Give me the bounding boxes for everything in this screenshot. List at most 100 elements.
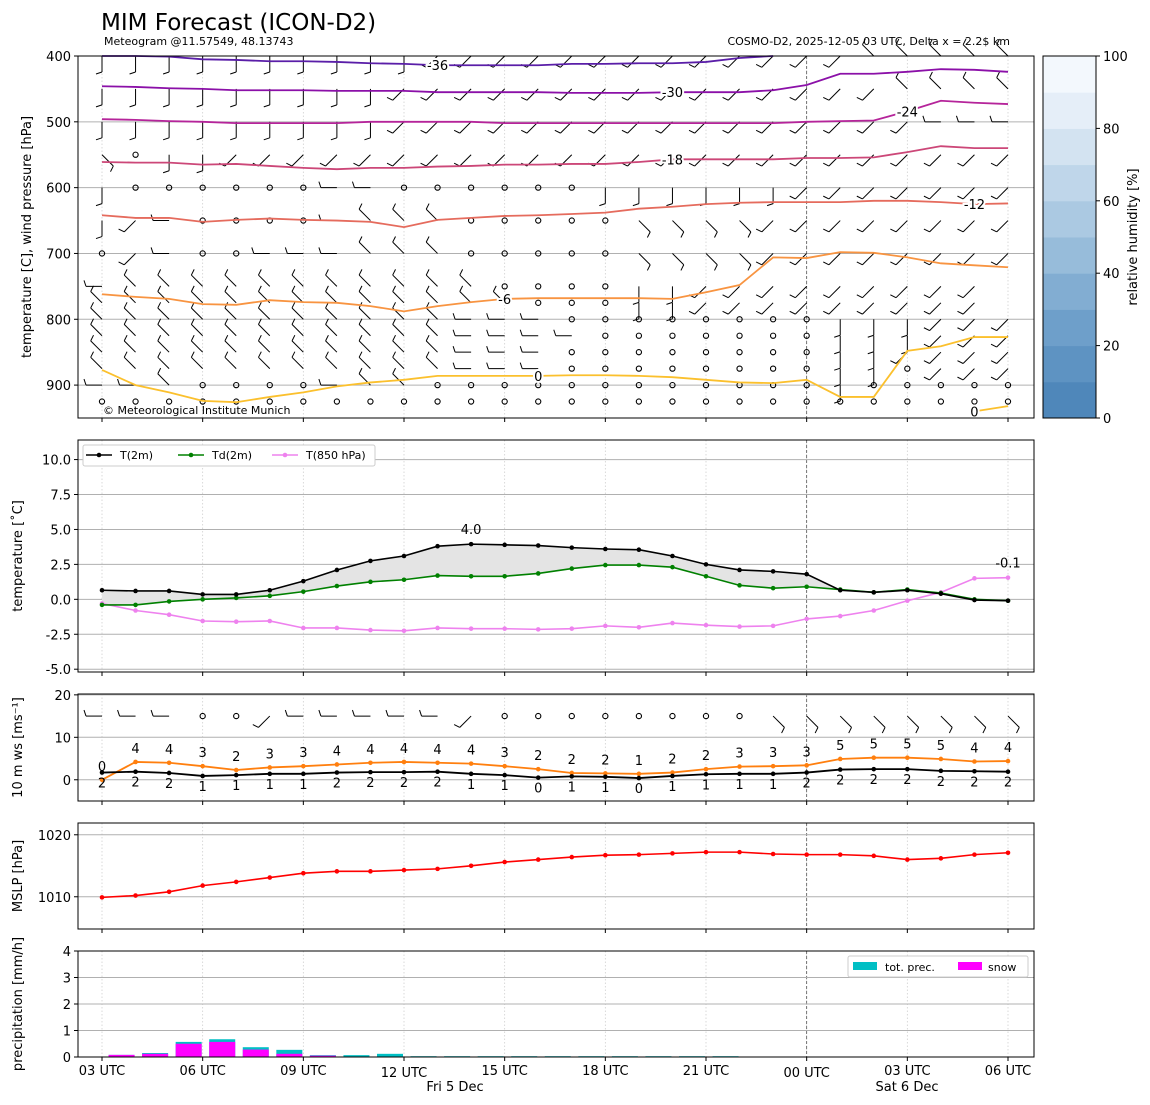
barb-staff — [962, 154, 975, 167]
y-tick-label: 600 — [46, 182, 71, 197]
data-point — [401, 759, 407, 765]
data-point — [166, 889, 172, 895]
legend-label: tot. prec. — [885, 961, 935, 974]
barb-staff — [828, 187, 841, 200]
barb-feather — [196, 137, 203, 141]
data-point — [737, 771, 742, 777]
calm-wind-icon — [602, 712, 609, 720]
dewpoint-spread-fill — [102, 544, 1008, 605]
y-tick-label: 0 — [63, 774, 71, 789]
barb-staff — [560, 88, 573, 101]
y-tick-label: 10 — [54, 731, 71, 746]
wind-barb — [722, 154, 740, 167]
data-point — [837, 767, 843, 772]
barb-staff — [358, 154, 371, 167]
wind-barb — [486, 329, 505, 337]
wind-barb — [325, 269, 338, 287]
speed-label: 2 — [232, 750, 240, 765]
speed-label: 4 — [433, 743, 441, 758]
calm-wind-icon — [702, 398, 710, 405]
x-tick-label: 21 UTC — [683, 1064, 729, 1079]
total-precip-bar — [276, 1049, 303, 1057]
barb-feather — [848, 727, 852, 734]
wind-barb — [929, 71, 942, 90]
data-point — [636, 562, 642, 568]
data-point — [603, 771, 608, 776]
barb-feather — [258, 269, 262, 276]
legend: tot. prec. snow — [847, 955, 1029, 978]
data-point — [99, 777, 105, 783]
data-point — [200, 773, 205, 779]
data-point — [804, 852, 809, 857]
barb-staff — [627, 55, 640, 68]
barb-feather — [129, 71, 136, 75]
wind-barb — [957, 220, 975, 233]
barb-feather — [957, 228, 964, 233]
barb-staff — [794, 253, 808, 266]
calm-wind-icon — [669, 381, 676, 389]
calm-wind-icon — [233, 381, 240, 389]
colorbar-segment — [1043, 56, 1096, 93]
barb-feather — [224, 269, 229, 276]
barb-feather — [901, 334, 908, 338]
wind-barb — [901, 319, 908, 338]
wind-barb — [890, 121, 908, 134]
wind-barb — [638, 253, 651, 271]
wind-barb — [263, 56, 271, 75]
barb-staff — [258, 274, 271, 287]
wind-barb — [890, 302, 908, 315]
wind-barb — [486, 346, 505, 353]
barb-feather — [519, 346, 523, 353]
wind-barb — [318, 181, 337, 189]
barb-feather — [957, 294, 964, 299]
barb-feather — [990, 360, 997, 364]
calm-wind-icon — [98, 250, 106, 257]
barb-feather — [890, 360, 897, 364]
wind-barb — [425, 302, 438, 320]
isotherm-label: -18 — [662, 153, 683, 168]
barb-feather — [351, 709, 355, 717]
wind-barb — [923, 154, 942, 167]
calm-wind-icon — [602, 217, 609, 224]
barb-feather — [990, 327, 997, 332]
barb-feather — [487, 96, 494, 101]
wind-barb — [358, 236, 371, 254]
barb-staff — [157, 307, 170, 320]
barb-staff — [929, 302, 942, 315]
speed-label: 2 — [803, 777, 811, 792]
barb-feather — [856, 96, 863, 101]
data-point — [569, 545, 575, 550]
barb-feather — [646, 231, 651, 238]
data-point — [737, 624, 742, 629]
wind-barb — [722, 302, 740, 315]
barb-staff — [425, 356, 438, 369]
calm-wind-icon — [467, 398, 475, 405]
wind-barb — [789, 154, 808, 167]
barb-feather — [948, 727, 953, 734]
barb-feather — [90, 285, 94, 292]
barb-feather — [162, 137, 170, 141]
barb-feather — [955, 115, 959, 122]
calm-wind-icon — [769, 349, 777, 356]
calm-wind-icon — [736, 332, 743, 339]
data-point — [233, 772, 239, 778]
barb-staff — [895, 77, 908, 90]
data-point — [670, 620, 675, 626]
barb-feather — [789, 294, 796, 299]
barb-feather — [789, 310, 796, 315]
wind-barb — [118, 253, 136, 266]
data-point — [535, 766, 541, 772]
barb-feather — [923, 195, 930, 200]
wind-barb — [789, 55, 808, 68]
barb-feather — [554, 96, 561, 101]
barb-feather — [258, 318, 262, 325]
data-point — [804, 616, 809, 622]
wind-barb — [90, 351, 103, 369]
wind-barb — [699, 187, 707, 207]
barb-feather — [487, 129, 494, 134]
calm-wind-icon — [736, 712, 743, 720]
barb-staff — [895, 302, 908, 315]
barb-staff — [90, 340, 103, 353]
calm-wind-icon — [602, 332, 609, 339]
